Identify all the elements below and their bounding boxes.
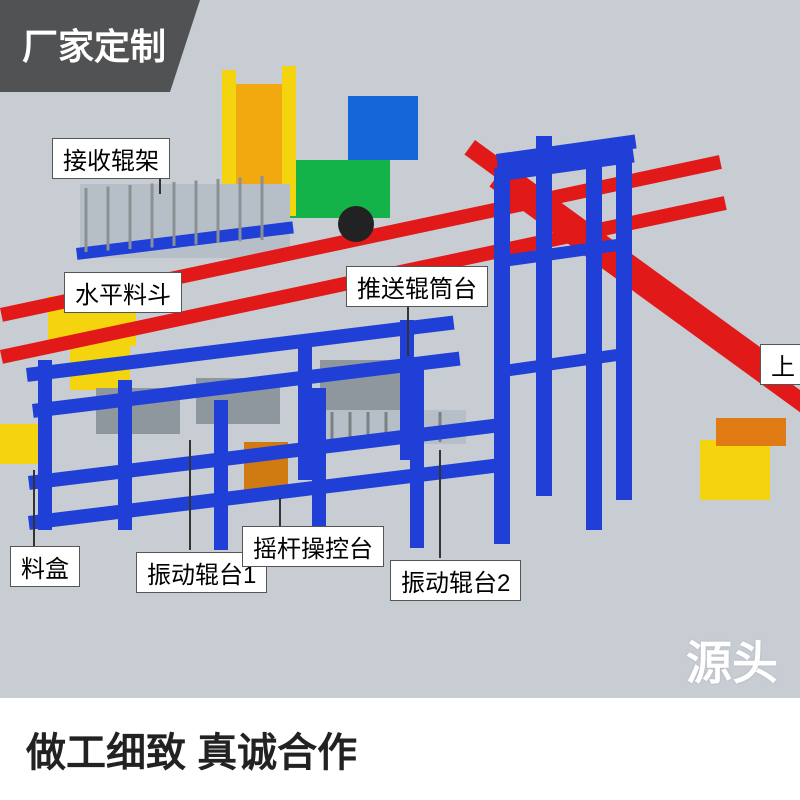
- label-push-roller: 推送辊筒台: [346, 266, 488, 307]
- block-forklift-cab: [348, 96, 418, 160]
- label-feed-box: 料盒: [10, 546, 80, 587]
- block-right-hopper: [700, 440, 770, 500]
- block-right-hopper-top: [716, 418, 786, 446]
- beam-tower-brace2: [496, 348, 626, 378]
- beam-frame-left-leg3: [214, 400, 228, 550]
- strap-bottom: 做工细致 真诚合作: [0, 698, 800, 800]
- label-receive-rack: 接收辊架: [52, 138, 170, 179]
- label-right-upper: 上: [760, 344, 800, 385]
- beam-frame-mid-leg3: [298, 340, 312, 480]
- beam-tower-leg2: [586, 160, 602, 530]
- forklift-wheel: [338, 206, 374, 242]
- corner-br-line1: 源头: [686, 635, 778, 693]
- beam-tower-leg4: [616, 150, 632, 500]
- corner-badge-top-left: 厂家定制: [0, 0, 200, 92]
- beam-tower-leg3: [536, 136, 552, 496]
- label-vib-table2: 振动辊台2: [390, 560, 521, 601]
- label-level-hopper: 水平料斗: [64, 272, 182, 313]
- label-rocker-console: 摇杆操控台: [242, 526, 384, 567]
- block-feed-box: [0, 424, 40, 464]
- beam-frame-left-leg1: [38, 360, 52, 530]
- beam-tower-leg1: [494, 174, 510, 544]
